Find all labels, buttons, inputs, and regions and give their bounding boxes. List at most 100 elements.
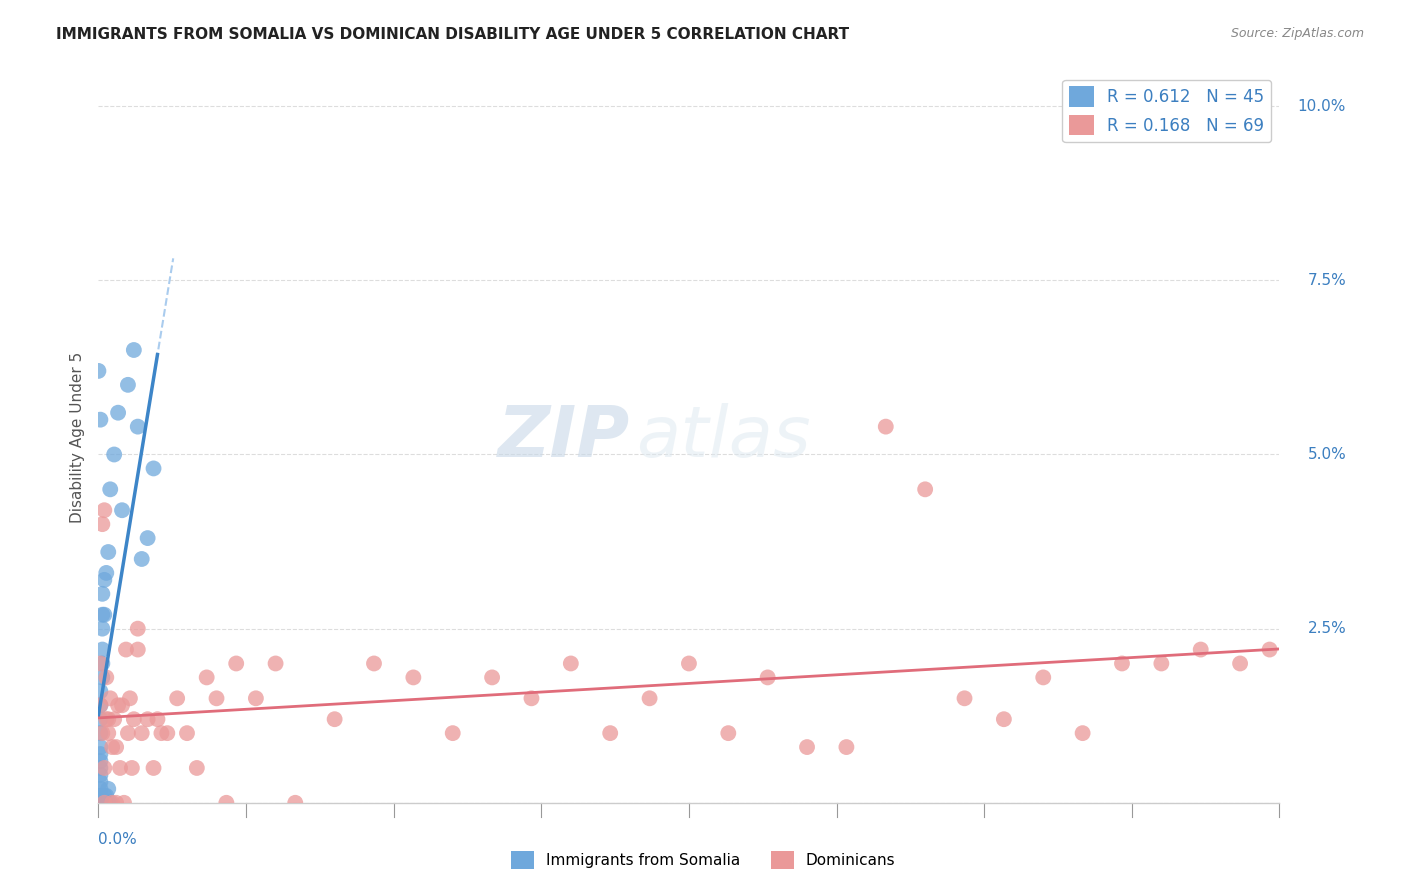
Point [93, 573, 115, 587]
Point [89, 747, 111, 761]
Point [91, 587, 114, 601]
Point [91, 517, 114, 532]
Point [121, 761, 143, 775]
Point [215, 796, 238, 810]
Point [103, 712, 125, 726]
Point [142, 761, 165, 775]
Point [96, 712, 118, 726]
Point [1229, 657, 1251, 671]
Point [96, 796, 118, 810]
Point [284, 796, 307, 810]
Point [914, 483, 936, 497]
Point [89, 740, 111, 755]
Point [363, 657, 385, 671]
Point [91, 657, 114, 671]
Point [117, 377, 139, 392]
Point [156, 726, 179, 740]
Point [678, 657, 700, 671]
Point [93, 789, 115, 803]
Point [560, 657, 582, 671]
Point [166, 691, 188, 706]
Point [441, 726, 464, 740]
Point [89, 781, 111, 796]
Point [101, 796, 124, 810]
Point [481, 670, 503, 684]
Point [1189, 642, 1212, 657]
Point [105, 796, 128, 810]
Point [91, 622, 114, 636]
Y-axis label: Disability Age Under 5: Disability Age Under 5 [69, 351, 84, 523]
Point [89, 775, 111, 789]
Point [96, 670, 118, 684]
Point [796, 740, 818, 755]
Point [599, 726, 621, 740]
Point [122, 712, 145, 726]
Point [98, 796, 121, 810]
Point [93, 796, 115, 810]
Text: 10.0%: 10.0% [1298, 99, 1346, 113]
Point [520, 691, 543, 706]
Point [195, 670, 218, 684]
Point [402, 670, 425, 684]
Point [112, 796, 135, 810]
Point [93, 503, 115, 517]
Point [1258, 642, 1281, 657]
Text: 7.5%: 7.5% [1308, 273, 1346, 288]
Point [127, 622, 149, 636]
Point [875, 419, 897, 434]
Point [142, 461, 165, 475]
Point [1150, 657, 1173, 671]
Point [89, 796, 111, 810]
Point [323, 712, 346, 726]
Point [101, 740, 124, 755]
Point [103, 448, 125, 462]
Point [111, 698, 134, 713]
Point [89, 684, 111, 698]
Point [89, 768, 111, 782]
Point [87, 789, 110, 803]
Point [993, 712, 1015, 726]
Point [91, 726, 114, 740]
Point [1111, 657, 1133, 671]
Point [97, 545, 120, 559]
Text: 5.0%: 5.0% [1308, 447, 1346, 462]
Point [91, 607, 114, 622]
Point [225, 657, 247, 671]
Point [93, 761, 115, 775]
Point [108, 761, 131, 775]
Point [87, 364, 110, 378]
Point [89, 657, 111, 671]
Point [97, 796, 120, 810]
Point [97, 726, 120, 740]
Point [96, 789, 118, 803]
Point [136, 712, 159, 726]
Point [107, 406, 129, 420]
Point [245, 691, 267, 706]
Point [89, 789, 111, 803]
Point [97, 781, 120, 796]
Point [717, 726, 740, 740]
Point [89, 754, 111, 768]
Point [107, 698, 129, 713]
Point [93, 796, 115, 810]
Point [127, 642, 149, 657]
Point [205, 691, 228, 706]
Text: 2.5%: 2.5% [1308, 621, 1346, 636]
Point [89, 712, 111, 726]
Point [93, 607, 115, 622]
Point [1071, 726, 1094, 740]
Point [91, 670, 114, 684]
Point [122, 343, 145, 357]
Text: 0.0%: 0.0% [98, 832, 138, 847]
Point [118, 691, 141, 706]
Point [89, 412, 111, 426]
Legend: Immigrants from Somalia, Dominicans: Immigrants from Somalia, Dominicans [505, 845, 901, 875]
Point [638, 691, 661, 706]
Point [264, 657, 287, 671]
Point [89, 698, 111, 713]
Point [97, 712, 120, 726]
Text: Source: ZipAtlas.com: Source: ZipAtlas.com [1230, 27, 1364, 40]
Point [756, 670, 779, 684]
Point [96, 566, 118, 580]
Point [127, 419, 149, 434]
